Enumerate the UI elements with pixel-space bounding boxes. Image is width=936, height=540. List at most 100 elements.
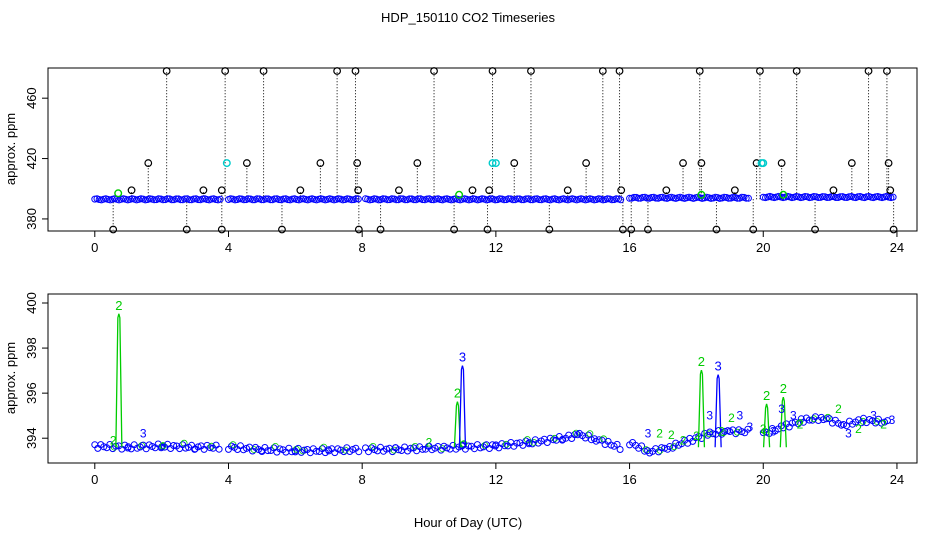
spike-point — [413, 159, 422, 167]
baseline-point-green — [369, 442, 377, 450]
spike-point — [582, 159, 591, 167]
x-tick-label: 16 — [622, 240, 636, 255]
baseline-point — [613, 440, 621, 448]
baseline-point — [505, 195, 512, 203]
baseline-point — [836, 193, 844, 201]
baseline-point — [866, 416, 873, 423]
bottom-y-axis: 394 396 398 400 — [24, 292, 48, 449]
baseline-point — [271, 195, 279, 203]
chart-title: HDP_150110 CO2 Timeseries — [381, 10, 555, 25]
bottom-x-axis: 0 4 8 12 16 20 24 — [91, 463, 904, 487]
baseline-point — [194, 196, 202, 204]
baseline-point — [275, 196, 283, 204]
peak-label: 3 — [459, 350, 466, 365]
digit-label: 2 — [718, 424, 725, 438]
baseline-point — [884, 417, 891, 425]
baseline-point — [794, 420, 802, 428]
baseline-point-green — [824, 413, 832, 421]
baseline-point — [595, 436, 603, 444]
baseline-point — [401, 196, 409, 204]
baseline-point-green — [110, 443, 118, 451]
baseline-point — [652, 194, 660, 202]
baseline-point — [531, 195, 539, 203]
baseline-point — [540, 195, 548, 203]
baseline-point — [419, 445, 427, 453]
spike-point — [351, 67, 360, 75]
digit-label: 2 — [426, 436, 433, 450]
peak-line — [779, 396, 787, 448]
spike-point — [889, 225, 898, 234]
baseline-point — [889, 193, 897, 201]
spike-point — [695, 67, 704, 75]
baseline-point-green — [250, 446, 258, 453]
baseline-point — [155, 195, 163, 203]
x-tick-label: 24 — [890, 240, 904, 255]
baseline-point — [513, 195, 521, 203]
spike-point — [712, 225, 721, 234]
baseline-point — [725, 194, 733, 202]
x-tick-label: 12 — [489, 240, 503, 255]
baseline-point — [574, 431, 582, 439]
baseline-point — [354, 195, 362, 203]
baseline-point — [177, 196, 185, 204]
baseline-point — [428, 196, 435, 204]
cyan-marker-point — [222, 159, 231, 168]
baseline-point — [604, 195, 611, 203]
x-tick-label: 4 — [225, 240, 232, 255]
baseline-point — [262, 195, 270, 203]
cyan-marker-point — [759, 159, 768, 168]
baseline-point — [845, 193, 853, 201]
spike-point — [354, 225, 363, 234]
baseline-point — [797, 415, 805, 423]
baseline-point — [616, 446, 624, 453]
baseline-point — [643, 194, 651, 202]
baseline-point — [878, 419, 885, 427]
spike-point — [563, 186, 572, 195]
top-y-axis: 380 420 460 — [24, 87, 48, 230]
baseline-point — [253, 195, 261, 203]
digit-label: 2 — [693, 429, 700, 443]
baseline-point — [823, 194, 831, 201]
baseline-point — [182, 444, 190, 452]
baseline-point — [535, 196, 543, 204]
baseline-point — [172, 195, 180, 203]
spike-point — [259, 67, 268, 75]
spike-point — [527, 67, 535, 75]
baseline-point-green — [411, 442, 419, 450]
baseline-point — [527, 196, 534, 204]
spike-point — [488, 67, 497, 75]
digit-label: 2 — [880, 418, 887, 432]
baseline-point — [817, 413, 825, 421]
baseline-point-green — [502, 440, 510, 448]
baseline-point-green — [572, 429, 580, 437]
baseline-point — [383, 445, 390, 453]
x-axis-label: Hour of Day (UTC) — [414, 515, 522, 530]
green-marker-point — [779, 190, 788, 199]
baseline-point — [721, 427, 729, 435]
baseline-point — [312, 447, 320, 455]
digit-label: 3 — [790, 409, 797, 423]
spike-point — [627, 225, 636, 234]
baseline-point — [744, 425, 752, 433]
spike-point — [617, 186, 626, 195]
baseline-point — [559, 435, 567, 443]
digit-label: 2 — [835, 402, 842, 416]
spike-point — [883, 67, 891, 75]
baseline-point — [397, 195, 405, 203]
y-tick-label: 398 — [24, 337, 39, 359]
spike-point — [468, 186, 477, 195]
spike-point — [777, 159, 786, 167]
x-tick-label: 8 — [359, 240, 366, 255]
baseline-point — [264, 447, 272, 455]
spike-point — [483, 225, 492, 234]
baseline-point — [163, 195, 171, 203]
peak-label: 2 — [115, 298, 122, 313]
baseline-point — [194, 443, 202, 451]
spike-point — [679, 159, 687, 167]
top-x-axis: 0 4 8 12 16 20 24 — [91, 231, 904, 255]
spike-point — [792, 67, 801, 75]
peak-line — [762, 403, 771, 448]
baseline-point — [822, 415, 830, 423]
top-y-axis-label: approx. ppm — [3, 113, 18, 185]
